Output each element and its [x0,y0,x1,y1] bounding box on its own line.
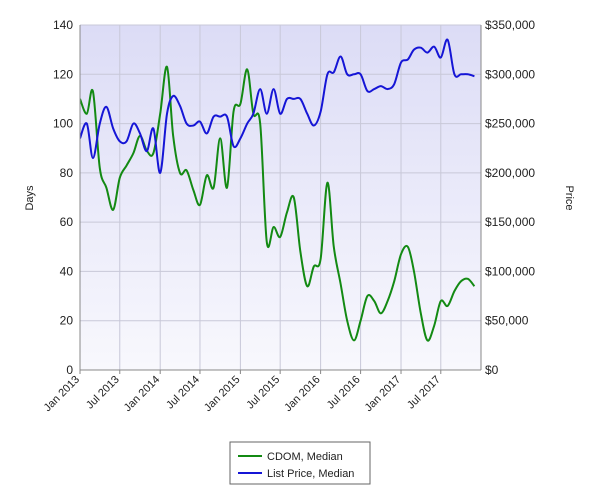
y-left-tick-labels: 0 20 40 60 80 100 120 140 [53,18,73,377]
y-left-tick-label: 120 [53,67,73,81]
y-right-tick-label: $200,000 [485,166,535,180]
y-right-tick-labels: $0 $50,000 $100,000 $150,000 $200,000 $250,00… [485,18,535,377]
y-left-axis-title: Days [24,185,36,211]
series-lines [80,38,476,342]
y-left-tick-label: 80 [60,166,74,180]
x-tick-label: Jul 2015 [244,374,282,412]
y-right-axis-title: Price [563,185,575,210]
x-tick-labels: Jan 2013 Jul 2013 Jan 2014 Jul 2014 Jan 2015… [42,374,443,414]
x-tick-label: Jul 2013 [84,374,122,412]
x-tick-label: Jul 2016 [325,374,363,412]
y-right-tick-label: $50,000 [485,314,529,328]
y-left-tick-label: 60 [60,215,74,229]
x-tick-label: Jul 2014 [164,374,202,412]
series-line-list-price [80,38,475,174]
y-right-tick-label: $100,000 [485,264,535,278]
y-right-tick-label: $300,000 [485,67,535,81]
x-tick-label: Jan 2014 [122,374,162,414]
x-tick-label: Jan 2013 [42,374,82,414]
x-tick-label: Jul 2017 [405,374,443,412]
x-tick-label: Jan 2016 [282,374,322,414]
y-left-tick-label: 100 [53,117,73,131]
legend-label-cdom: CDOM, Median [267,451,343,463]
y-right-tick-label: $250,000 [485,117,535,131]
x-tick-label: Jan 2015 [202,374,242,414]
y-right-tick-label: $0 [485,363,499,377]
legend: CDOM, Median List Price, Median [229,441,371,485]
y-left-tick-label: 0 [66,363,73,377]
legend-label-list-price: List Price, Median [267,468,354,480]
x-tick-label: Jan 2017 [363,374,403,414]
y-left-tick-label: 20 [60,314,74,328]
y-right-tick-label: $150,000 [485,215,535,229]
legend-box [229,441,371,485]
y-right-tick-label: $350,000 [485,18,535,32]
y-left-tick-label: 40 [60,264,74,278]
y-left-tick-label: 140 [53,18,73,32]
